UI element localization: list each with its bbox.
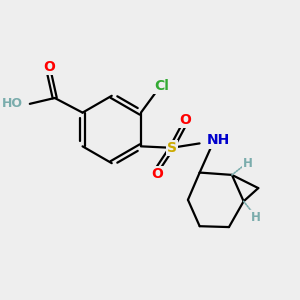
Text: HO: HO <box>2 97 22 110</box>
Text: O: O <box>151 167 163 181</box>
Text: H: H <box>243 157 253 170</box>
Text: H: H <box>250 211 260 224</box>
Text: O: O <box>179 113 191 127</box>
Text: Cl: Cl <box>154 79 169 93</box>
Text: NH: NH <box>207 134 230 148</box>
Text: O: O <box>43 60 55 74</box>
Text: S: S <box>167 141 177 155</box>
